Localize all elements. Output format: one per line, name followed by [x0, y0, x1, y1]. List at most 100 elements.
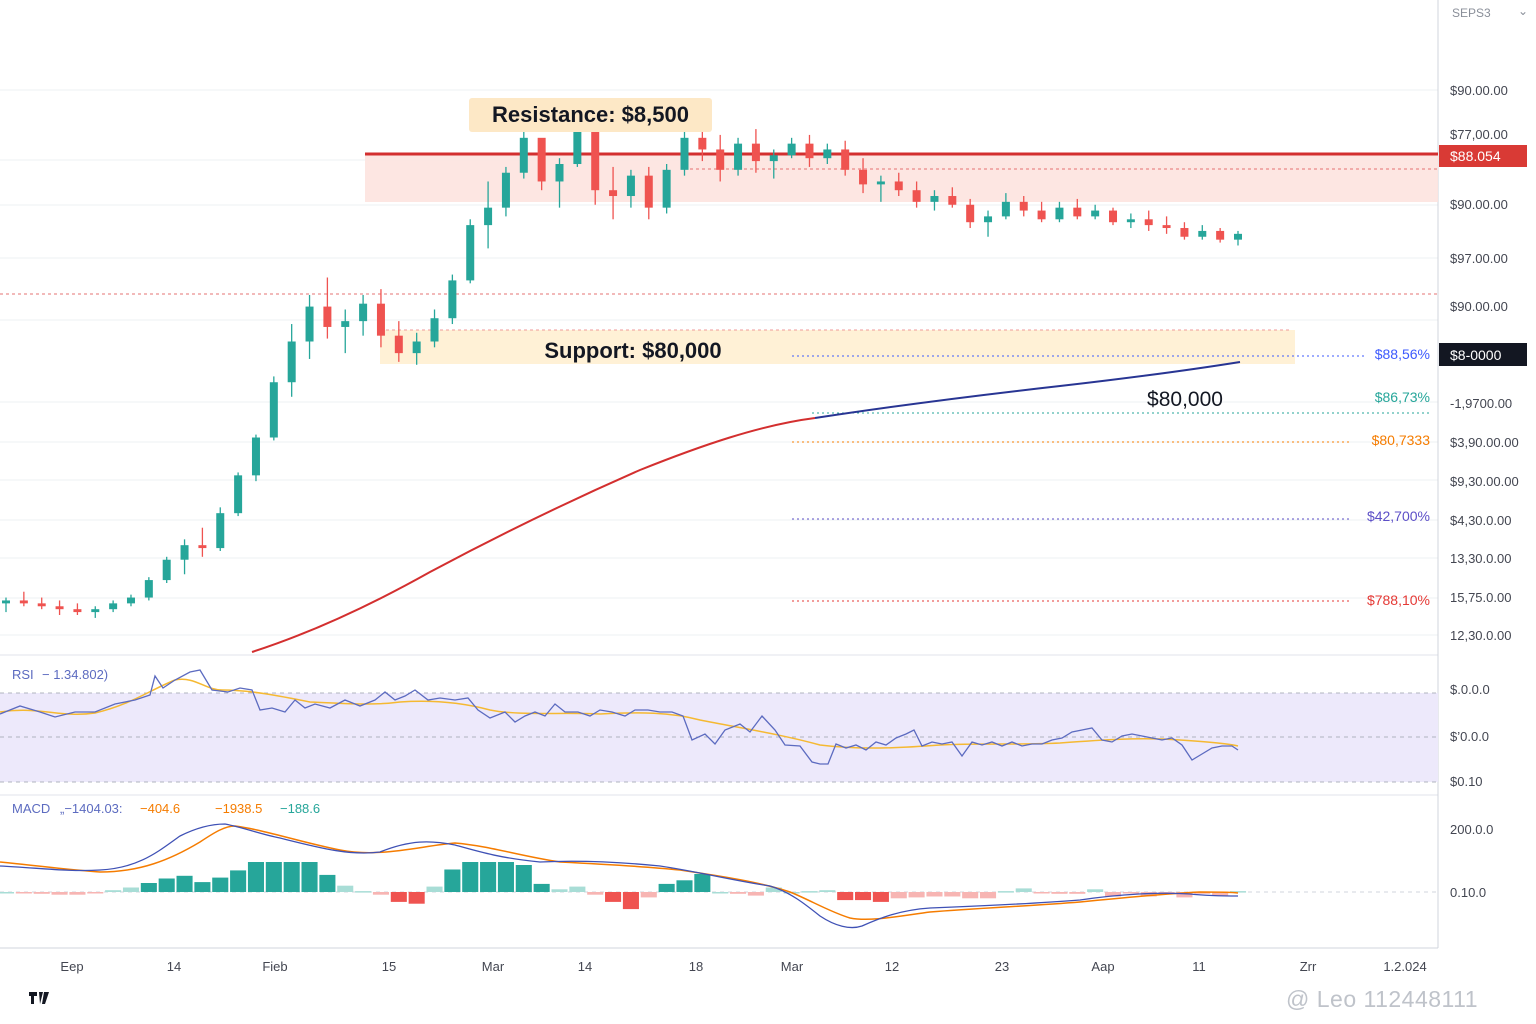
macd-tick: 200.0.0 [1450, 822, 1493, 837]
macd-histogram-bar [801, 891, 818, 893]
macd-histogram-bar [765, 887, 782, 892]
time-tick: 23 [995, 959, 1009, 974]
moving-average-red [251, 417, 816, 653]
tradingview-logo-icon [29, 992, 49, 1004]
current-price-badge-text: $8‐0000 [1450, 347, 1502, 363]
macd-histogram-bar [230, 870, 247, 892]
candle-body [930, 196, 939, 202]
candle-body [501, 172, 510, 208]
candle-body [234, 475, 243, 514]
symbol-label[interactable]: SEPS3 [1452, 6, 1491, 20]
macd-histogram-bar [1140, 892, 1157, 897]
macd-histogram-bar [872, 892, 889, 902]
time-axis: Eep 14 Fieb 15 Mar 14 18 Mar 12 23 Aap 1… [60, 959, 1426, 974]
rsi-value: − 1.34.802) [42, 667, 108, 682]
level-label: $80,7333 [1372, 432, 1431, 448]
watermark: @ Leo 112448111 [1286, 986, 1479, 1012]
macd-histogram-bar [569, 886, 586, 892]
price-tick: -1,9700.00 [1450, 396, 1512, 411]
candle-body [805, 143, 814, 159]
time-tick: 14 [167, 959, 181, 974]
resistance-annotation-text: Resistance: $8,500 [492, 102, 689, 127]
candle-body [662, 169, 671, 208]
level-label: $86,73% [1375, 389, 1430, 405]
macd-histogram-bar [926, 892, 943, 897]
candle-body [1019, 201, 1028, 211]
time-tick: Mar [482, 959, 505, 974]
macd-histogram-bar [355, 891, 372, 893]
candle-body [1091, 210, 1100, 217]
candle-body [841, 149, 850, 170]
rsi-tick: $0.10 [1450, 774, 1483, 789]
candle-body [144, 580, 153, 598]
price-tick: 15,75.0.00 [1450, 590, 1511, 605]
macd-histogram-bar [15, 892, 32, 894]
macd-histogram-bar [979, 892, 997, 899]
price-scale: $90.00.00 $77,00.00 $90.00.00 $97.00.00 … [1450, 83, 1519, 643]
candle-body [680, 137, 689, 170]
macd-histogram-bar [962, 892, 979, 899]
macd-histogram-bar [676, 880, 693, 892]
candle-body [644, 175, 653, 208]
marked-level-label: $80,000 [1147, 388, 1223, 411]
macd-histogram-bar [247, 862, 265, 892]
candle-body [769, 155, 778, 162]
candle-body [466, 225, 475, 281]
macd-histogram-bar [605, 892, 622, 902]
level-label: $42,700% [1367, 508, 1430, 524]
macd-histogram-bar [908, 892, 925, 898]
target-levels: $88,56% $86,73% $80,7333 $42,700% $788,1… [792, 346, 1432, 608]
time-tick: 14 [578, 959, 592, 974]
candle-body [1144, 219, 1153, 226]
macd-histogram-bar [622, 892, 639, 910]
candle-body [555, 164, 564, 182]
macd-histogram-bar [426, 886, 443, 892]
candle-body [2, 600, 10, 604]
macd-value: „−1404.03: [60, 801, 123, 816]
macd-histogram-bar [87, 892, 104, 894]
candle-body [787, 143, 796, 156]
candle-body [73, 609, 82, 613]
macd-histogram-bar [694, 874, 711, 892]
candle-body [609, 190, 618, 197]
macd-histogram-bar [640, 892, 657, 898]
macd-histogram-bar [944, 892, 961, 897]
candle-body [698, 137, 707, 150]
macd-label: MACD [12, 801, 50, 816]
candle-body [1055, 207, 1064, 220]
macd-histogram-bar [319, 874, 336, 892]
macd-histogram-bar [515, 865, 532, 892]
macd-histogram-bar [1122, 892, 1139, 894]
candle-body [430, 318, 439, 342]
candle-body [984, 216, 993, 223]
rsi-tick: $’0.0.0 [1450, 729, 1489, 744]
candle-body [359, 303, 368, 322]
candle-body [734, 143, 743, 170]
macd-histogram-bar [176, 875, 193, 892]
candle-body [91, 609, 100, 613]
price-tick: $90.00.00 [1450, 197, 1508, 212]
candle-body [823, 149, 832, 159]
chevron-down-icon[interactable]: ⌄ [1518, 4, 1529, 18]
macd-histogram-bar [283, 862, 300, 892]
candle-body [412, 341, 421, 354]
rsi-tick: $.0.0.0 [1450, 682, 1490, 697]
macd-histogram-bar [140, 883, 157, 892]
time-tick: 18 [689, 959, 703, 974]
candle-body [894, 181, 903, 191]
macd-histogram-bar [194, 882, 211, 892]
price-tick: $90.00.00 [1450, 83, 1508, 98]
macd-histogram-bar [372, 892, 389, 895]
macd-histogram-bar [837, 892, 854, 901]
candle-body [1198, 230, 1207, 237]
candle-body [394, 335, 403, 354]
candle-body [716, 149, 725, 170]
macd-histogram-bar [1015, 888, 1032, 892]
time-tick: Eep [60, 959, 83, 974]
candle-body [109, 603, 118, 610]
macd-signal-line [0, 825, 1239, 921]
candle-body [1180, 228, 1189, 237]
price-tick: $77,00.00 [1450, 127, 1508, 142]
macd-scale: 200.0.0 0.10.0 [1450, 822, 1493, 900]
